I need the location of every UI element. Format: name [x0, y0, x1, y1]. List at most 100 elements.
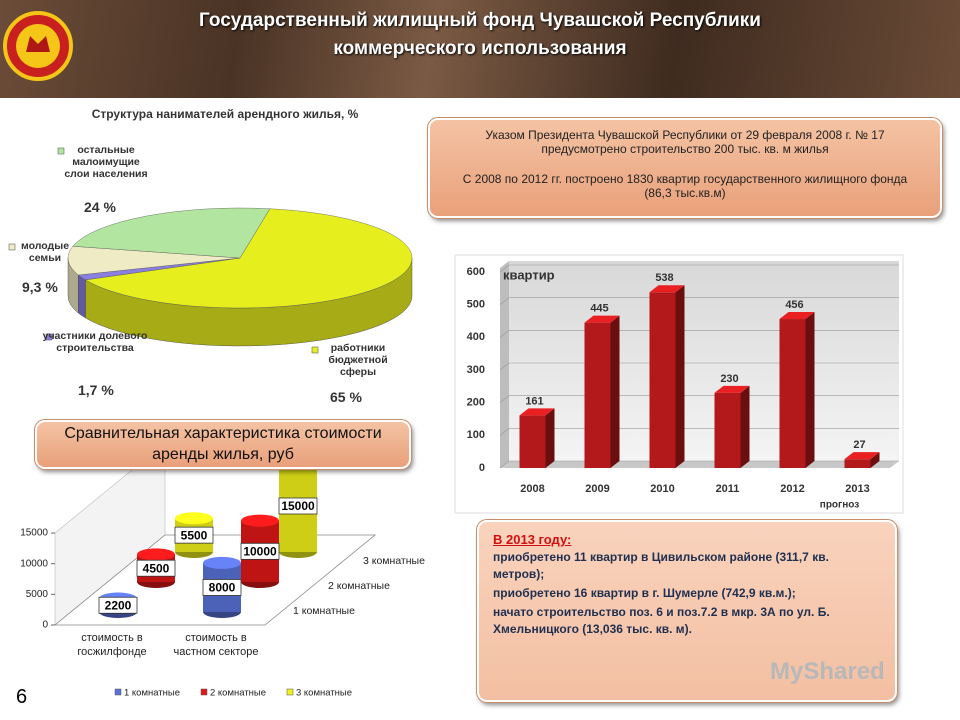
- y-tick-label: 15000: [20, 528, 48, 539]
- value-label: 161: [525, 395, 543, 407]
- cylinder-top: [203, 556, 241, 569]
- value-label: 2200: [105, 598, 132, 612]
- value-label: 445: [590, 303, 608, 315]
- bar: [779, 319, 806, 468]
- news-item: начато строительство поз. 6 и поз.7.2 в …: [493, 605, 830, 636]
- chart-title: Сравнительная характеристика стоимости а…: [64, 425, 382, 463]
- legend-swatch: [311, 346, 319, 354]
- value-label: 65 %: [330, 389, 362, 405]
- x-annotation: прогноз: [820, 500, 859, 511]
- value-label-box: [202, 579, 242, 596]
- value-label: 538: [655, 272, 673, 284]
- value-label-box: [278, 497, 318, 515]
- value-label: 5500: [181, 528, 208, 542]
- grid-line: [499, 264, 510, 273]
- grid-line: [499, 362, 510, 371]
- cylinder-top: [241, 514, 279, 527]
- bar-side: [545, 408, 555, 468]
- legend-label: 2 комнатные: [210, 688, 266, 699]
- news-heading: В 2013 году:: [493, 532, 572, 547]
- legend-label: участники долевого строительства: [42, 330, 148, 354]
- y-tick-label: 600: [467, 266, 485, 278]
- legend-label: молодые семьи: [20, 240, 70, 264]
- x-tick-label: 2009: [585, 483, 609, 495]
- bar: [844, 459, 871, 468]
- header-title: Государственный жилищный фонд Чувашской …: [199, 10, 761, 31]
- bar-top: [714, 385, 750, 393]
- bar-side: [675, 285, 685, 468]
- bar: [519, 415, 546, 468]
- y-axis-label: квартир: [503, 267, 555, 282]
- plot-side-wall: [500, 261, 509, 468]
- grid-line: [499, 460, 510, 469]
- bar-top: [844, 452, 880, 460]
- bar-top: [519, 408, 555, 416]
- y-tick-label: 0: [42, 620, 48, 631]
- grid-line: [499, 297, 510, 305]
- y-tick-label: 400: [467, 331, 485, 343]
- bar-top: [779, 312, 815, 320]
- bar-side: [740, 385, 750, 468]
- bar-side: [805, 312, 815, 468]
- legend-swatch: [8, 243, 16, 251]
- legend-swatch: [45, 333, 53, 341]
- x-tick-label: 2013: [845, 483, 869, 495]
- series-axis-label: 2 комнатные: [328, 580, 390, 592]
- plot-floor: [500, 461, 899, 468]
- page-number: 6: [16, 686, 28, 708]
- value-label: 230: [720, 373, 738, 385]
- bar-side: [610, 315, 620, 468]
- header: Государственный жилищный фонд Чувашской …: [0, 0, 960, 98]
- header-title: коммерческого использования: [333, 38, 627, 59]
- value-label: 4500: [143, 561, 170, 575]
- x-tick-label: 2011: [716, 483, 740, 495]
- news-box: В 2013 году: приобретено 11 квартир в Ци…: [476, 519, 898, 703]
- legend-label: работники бюджетной сферы: [328, 342, 388, 378]
- y-tick-label: 500: [467, 299, 485, 311]
- bar: [649, 292, 676, 468]
- bar-top: [584, 315, 620, 323]
- value-label: 15000: [281, 499, 315, 513]
- y-tick-label: 300: [467, 364, 485, 376]
- legend-swatch: [114, 688, 122, 696]
- legend-label: 1 комнатные: [124, 688, 180, 699]
- chart-title-box: Сравнительная характеристика стоимости а…: [34, 419, 412, 470]
- legend-swatch: [286, 688, 294, 696]
- info-text: С 2008 по 2012 гг. построено 1830 кварти…: [462, 172, 908, 200]
- grid-line: [499, 330, 510, 338]
- emblem: [3, 11, 73, 81]
- cylinder-top: [137, 548, 175, 561]
- x-tick-label: 2012: [780, 483, 804, 495]
- legend-label: остальные малоимущие слои населения: [64, 144, 148, 180]
- x-tick-label: стоимость в госжилфонде: [77, 632, 147, 658]
- watermark: MyShared: [770, 658, 885, 685]
- news-item: приобретено 11 квартир в Цивильском райо…: [493, 550, 829, 581]
- value-label: 24 %: [84, 199, 116, 215]
- value-label-box: [174, 526, 214, 544]
- y-tick-label: 100: [467, 429, 485, 441]
- pie-slice: [67, 246, 241, 276]
- x-tick-label: стоимость в частном секторе: [173, 632, 259, 658]
- value-label-box: [98, 596, 138, 614]
- news-item: приобретено 16 квартир в г. Шумерле (742…: [493, 586, 796, 600]
- value-label: 8000: [209, 581, 236, 595]
- y-tick-label: 0: [479, 462, 485, 474]
- value-label-box: [240, 542, 280, 560]
- value-label: 10000: [243, 545, 277, 559]
- y-tick-label: 10000: [20, 558, 48, 569]
- y-tick-label: 5000: [26, 589, 49, 600]
- legend-label: 3 комнатные: [296, 688, 352, 699]
- value-label: 9,3 %: [22, 279, 58, 295]
- bar-side: [870, 452, 880, 468]
- grid-line: [499, 395, 510, 403]
- value-label: 456: [785, 299, 803, 311]
- series-axis-label: 1 комнатные: [293, 605, 355, 617]
- pie-slice-side: [78, 274, 86, 319]
- value-label: 27: [853, 439, 865, 451]
- pie-slice: [84, 208, 413, 309]
- legend-swatch: [57, 147, 65, 155]
- bar-top: [649, 285, 685, 293]
